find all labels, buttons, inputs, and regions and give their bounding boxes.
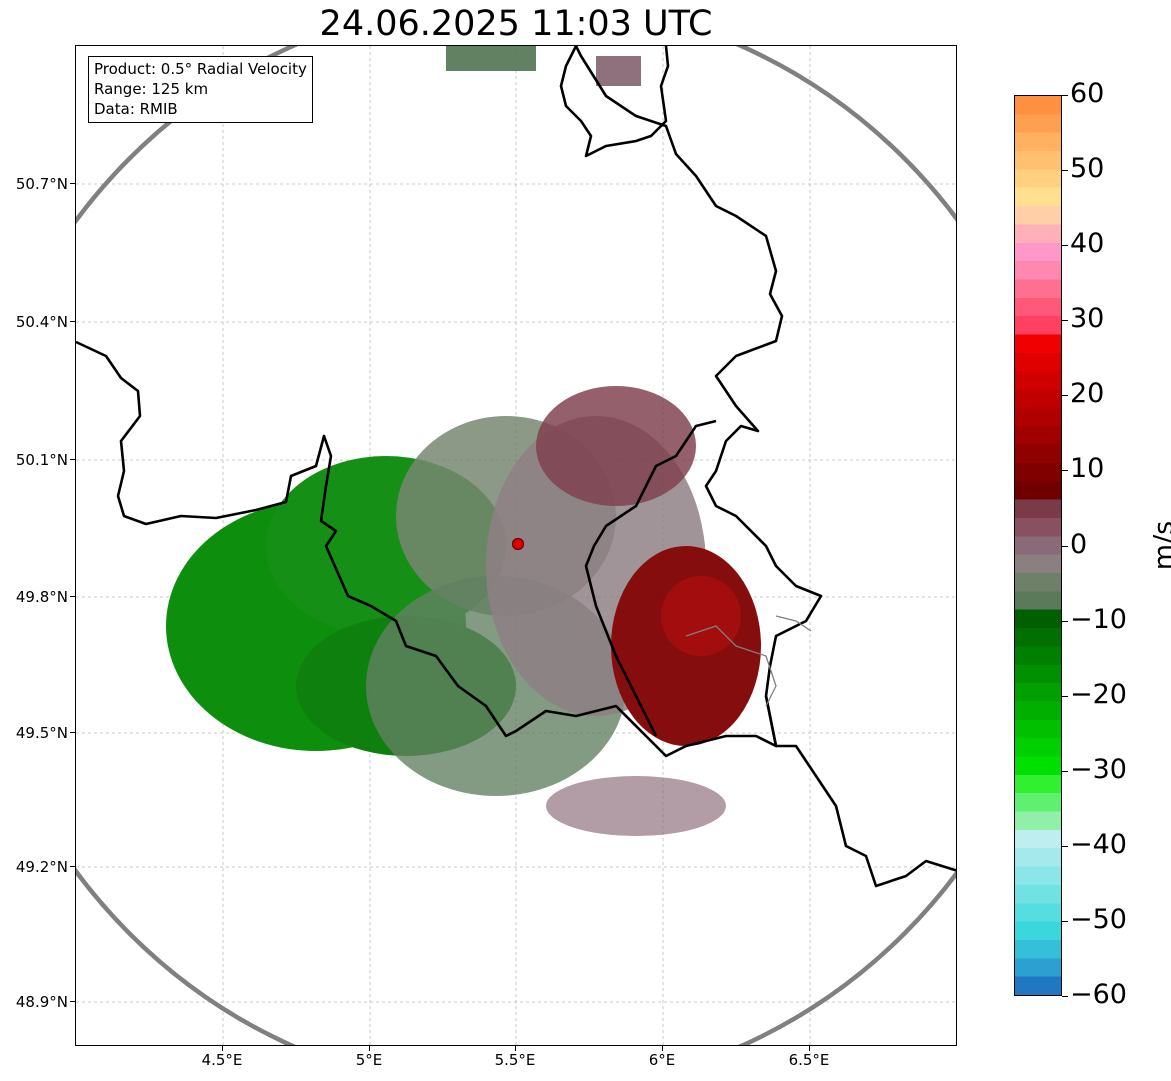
lat-label: 50.7°N	[15, 175, 68, 193]
product-info-box: Product: 0.5° Radial Velocity Range: 125…	[88, 56, 313, 123]
lat-tick	[70, 321, 75, 322]
colorbar-tick	[1062, 470, 1068, 471]
colorbar-tick-label: 30	[1070, 303, 1105, 334]
outbound-core-east	[661, 576, 741, 656]
map-title: 24.06.2025 11:03 UTC	[319, 4, 713, 44]
colorbar-tick	[1062, 696, 1068, 697]
colorbar-tick-label: −50	[1070, 904, 1127, 935]
velocity-echoes	[166, 46, 761, 836]
velocity-colorbar	[1014, 95, 1062, 996]
lat-tick	[70, 459, 75, 460]
colorbar-tick-label: −30	[1070, 754, 1127, 785]
lon-label: 5°E	[355, 1051, 383, 1069]
lat-label: 49.2°N	[15, 858, 68, 876]
lat-label: 50.4°N	[15, 313, 68, 331]
colorbar-tick-label: −60	[1070, 979, 1127, 1010]
colorbar-tick-label: −10	[1070, 604, 1127, 635]
radar-map-canvas	[76, 46, 956, 1045]
colorbar-tick-label: 60	[1070, 78, 1105, 109]
colorbar-tick	[1062, 95, 1068, 96]
colorbar-tick-label: −40	[1070, 829, 1127, 860]
lat-tick	[70, 866, 75, 867]
lon-tick	[809, 1046, 810, 1051]
lon-tick	[369, 1046, 370, 1051]
lon-label: 6.5°E	[788, 1051, 830, 1069]
colorbar-tick	[1062, 621, 1068, 622]
lon-tick	[662, 1046, 663, 1051]
colorbar-tick	[1062, 771, 1068, 772]
colorbar-tick	[1062, 846, 1068, 847]
data-source-label: Data: RMIB	[94, 100, 178, 118]
lat-tick	[70, 596, 75, 597]
outbound-echo-south	[546, 776, 726, 836]
radar-map[interactable]	[75, 45, 957, 1046]
colorbar-tick	[1062, 170, 1068, 171]
colorbar-tick	[1062, 546, 1068, 547]
radar-site-marker	[511, 537, 525, 551]
lat-label: 50.1°N	[15, 451, 68, 469]
country-borders	[76, 46, 956, 888]
lat-tick	[70, 732, 75, 733]
lon-label: 5.5°E	[494, 1051, 536, 1069]
colorbar-tick	[1062, 395, 1068, 396]
colorbar-tick-label: 20	[1070, 378, 1105, 409]
colorbar-tick-label: 0	[1070, 529, 1088, 560]
colorbar-tick	[1062, 996, 1068, 997]
lat-label: 49.5°N	[15, 724, 68, 742]
colorbar-tick	[1062, 320, 1068, 321]
lon-tick	[222, 1046, 223, 1051]
product-label: Product: 0.5° Radial Velocity	[94, 60, 307, 78]
lat-label: 49.8°N	[15, 588, 68, 606]
colorbar-tick-label: −20	[1070, 679, 1127, 710]
colorbar-tick-label: 10	[1070, 453, 1105, 484]
colorbar-unit-label: m/s	[1148, 520, 1171, 571]
colorbar-tick	[1062, 921, 1068, 922]
river-lines	[685, 615, 812, 707]
lon-label: 4.5°E	[201, 1051, 243, 1069]
lon-tick	[515, 1046, 516, 1051]
lon-label: 6°E	[648, 1051, 676, 1069]
lat-tick	[70, 183, 75, 184]
colorbar-tick	[1062, 245, 1068, 246]
outbound-echo-northeast	[536, 386, 696, 506]
lat-label: 48.9°N	[15, 993, 68, 1011]
colorbar-tick-label: 40	[1070, 228, 1105, 259]
colorbar-tick-label: 50	[1070, 153, 1105, 184]
echo-north-patch	[596, 56, 641, 86]
range-label: Range: 125 km	[94, 80, 209, 98]
echo-north-strip	[446, 46, 536, 71]
lat-tick	[70, 1001, 75, 1002]
